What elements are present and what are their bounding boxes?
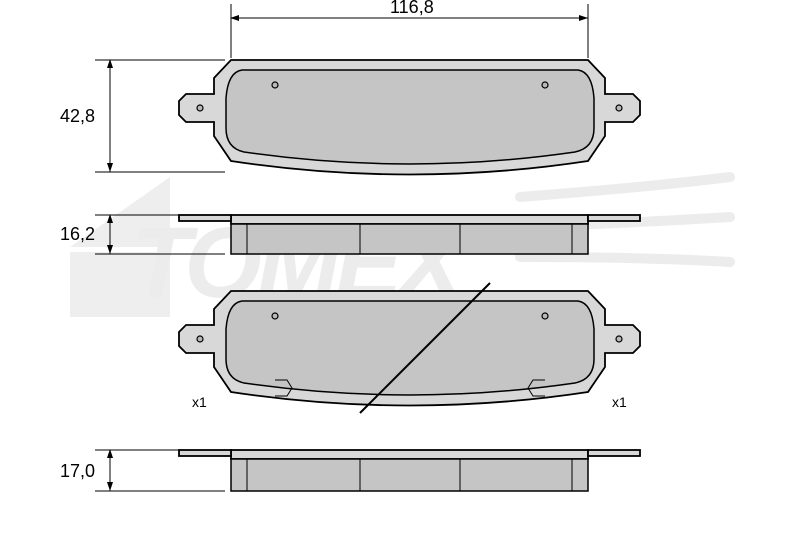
dim-height-value: 42,8 bbox=[60, 106, 95, 126]
brake-pad-edge-top bbox=[179, 215, 640, 254]
brake-pad-front-bottom: x1 x1 bbox=[179, 283, 640, 413]
technical-diagram: 116,8 42,8 16,2 bbox=[0, 0, 800, 534]
dim-thick-top-value: 16,2 bbox=[60, 224, 95, 244]
brake-pad-edge-bottom bbox=[179, 450, 640, 491]
annotation-x1-left: x1 bbox=[192, 394, 207, 410]
dim-thick-bottom-value: 17,0 bbox=[60, 461, 95, 481]
brake-pad-front-top bbox=[179, 60, 640, 175]
dimension-width: 116,8 bbox=[231, 0, 588, 58]
dim-width-value: 116,8 bbox=[390, 0, 434, 17]
annotation-x1-right: x1 bbox=[612, 394, 627, 410]
